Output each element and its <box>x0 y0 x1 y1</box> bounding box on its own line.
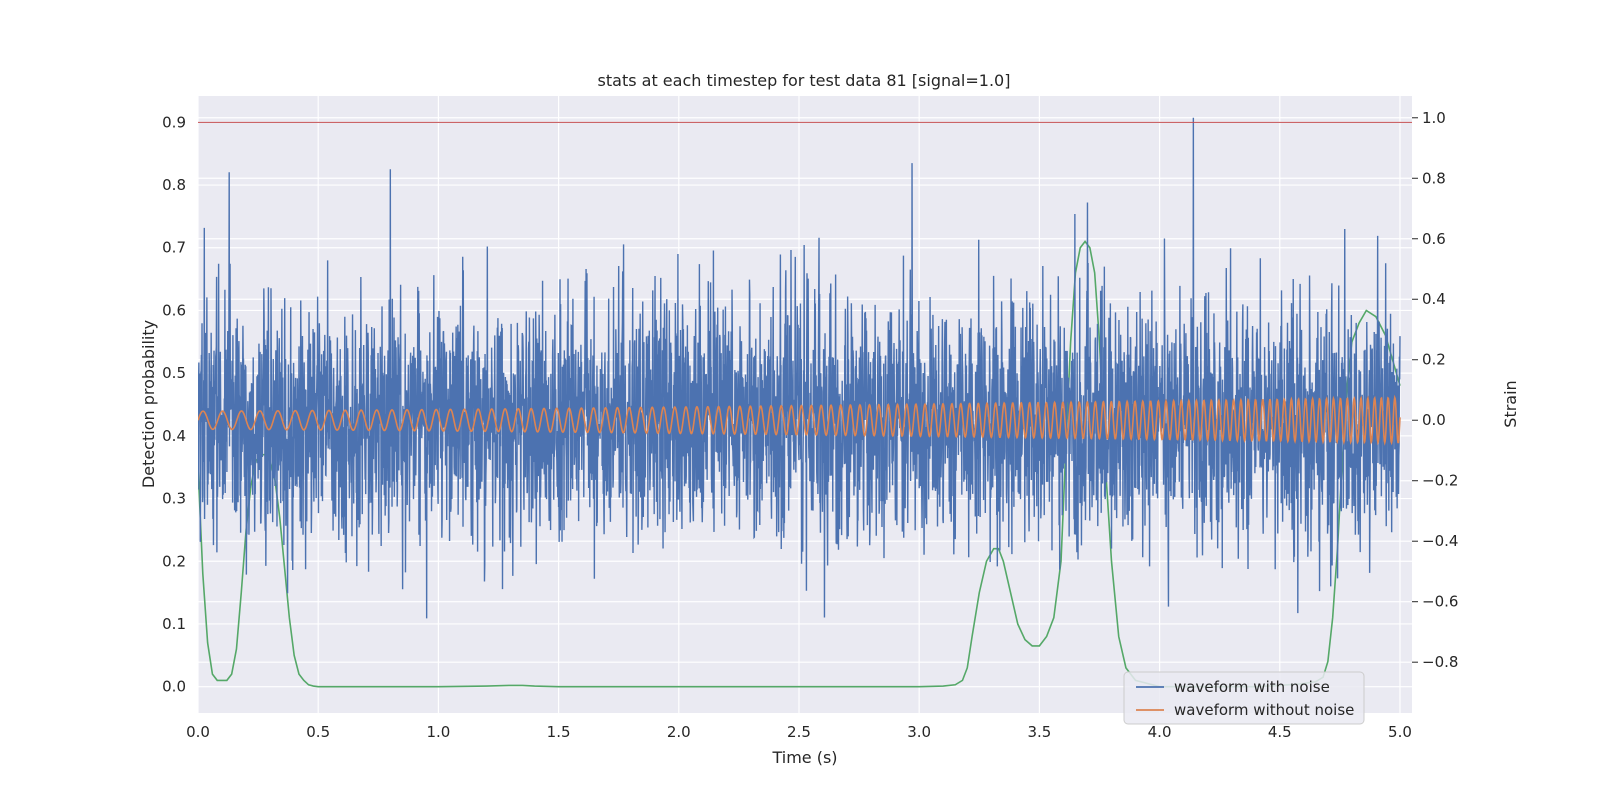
y-tick-label: 0.3 <box>162 490 186 508</box>
x-tick-label: 4.5 <box>1268 723 1292 741</box>
legend-label: waveform without noise <box>1174 701 1354 719</box>
chart-title: stats at each timestep for test data 81 … <box>598 71 1011 90</box>
y2-tick-label: 1.0 <box>1422 109 1446 127</box>
y2-tick-label: −0.8 <box>1422 653 1458 671</box>
y-tick-label: 0.7 <box>162 239 186 257</box>
y-tick-label: 0.8 <box>162 176 186 194</box>
x-tick-label: 4.0 <box>1148 723 1172 741</box>
legend: waveform with noise waveform without nois… <box>1123 671 1365 725</box>
series-line-noisy <box>198 117 1401 619</box>
x-tick-label: 1.0 <box>426 723 450 741</box>
x-axis-label: Time (s) <box>771 748 837 767</box>
y2-tick-label: −0.2 <box>1422 472 1458 490</box>
series-line-clean <box>198 394 1401 446</box>
y-axis-ticks: 0.0 0.1 0.2 0.3 0.4 0.5 0.6 0.7 0.8 0.9 <box>162 113 186 695</box>
y2-tick-label: 0.4 <box>1422 290 1446 308</box>
y-tick-label: 0.2 <box>162 552 186 570</box>
y2-tick-label: −0.4 <box>1422 532 1458 550</box>
legend-box <box>1123 671 1365 725</box>
y-tick-label: 0.1 <box>162 615 186 633</box>
y-tick-label: 0.6 <box>162 301 186 319</box>
x-tick-label: 0.5 <box>306 723 330 741</box>
y2-axis-label: Strain <box>1501 380 1520 427</box>
legend-label: waveform with noise <box>1174 678 1330 696</box>
x-tick-label: 0.0 <box>186 723 210 741</box>
x-axis-ticks: 0.0 0.5 1.0 1.5 2.0 2.5 3.0 3.5 4.0 4.5 5.0 <box>186 723 1412 741</box>
y2-tick-label: 0.6 <box>1422 230 1446 248</box>
y2-tick-label: 0.0 <box>1422 411 1446 429</box>
x-tick-label: 2.5 <box>787 723 811 741</box>
x-tick-label: 1.5 <box>547 723 571 741</box>
y-axis-label: Detection probability <box>139 320 158 488</box>
x-tick-label: 5.0 <box>1388 723 1412 741</box>
x-tick-label: 3.5 <box>1027 723 1051 741</box>
x-tick-label: 2.0 <box>667 723 691 741</box>
y2-tick-label: 0.2 <box>1422 351 1446 369</box>
y-tick-label: 0.0 <box>162 678 186 696</box>
y-tick-label: 0.5 <box>162 364 186 382</box>
y2-tick-label: 0.8 <box>1422 169 1446 187</box>
y2-axis-ticks: −0.8 −0.6 −0.4 −0.2 0.0 0.2 0.4 0.6 0.8 1.0 <box>1412 109 1458 671</box>
y-tick-label: 0.4 <box>162 427 186 445</box>
x-tick-label: 3.0 <box>907 723 931 741</box>
y-tick-label: 0.9 <box>162 113 186 131</box>
y2-tick-label: −0.6 <box>1422 593 1458 611</box>
